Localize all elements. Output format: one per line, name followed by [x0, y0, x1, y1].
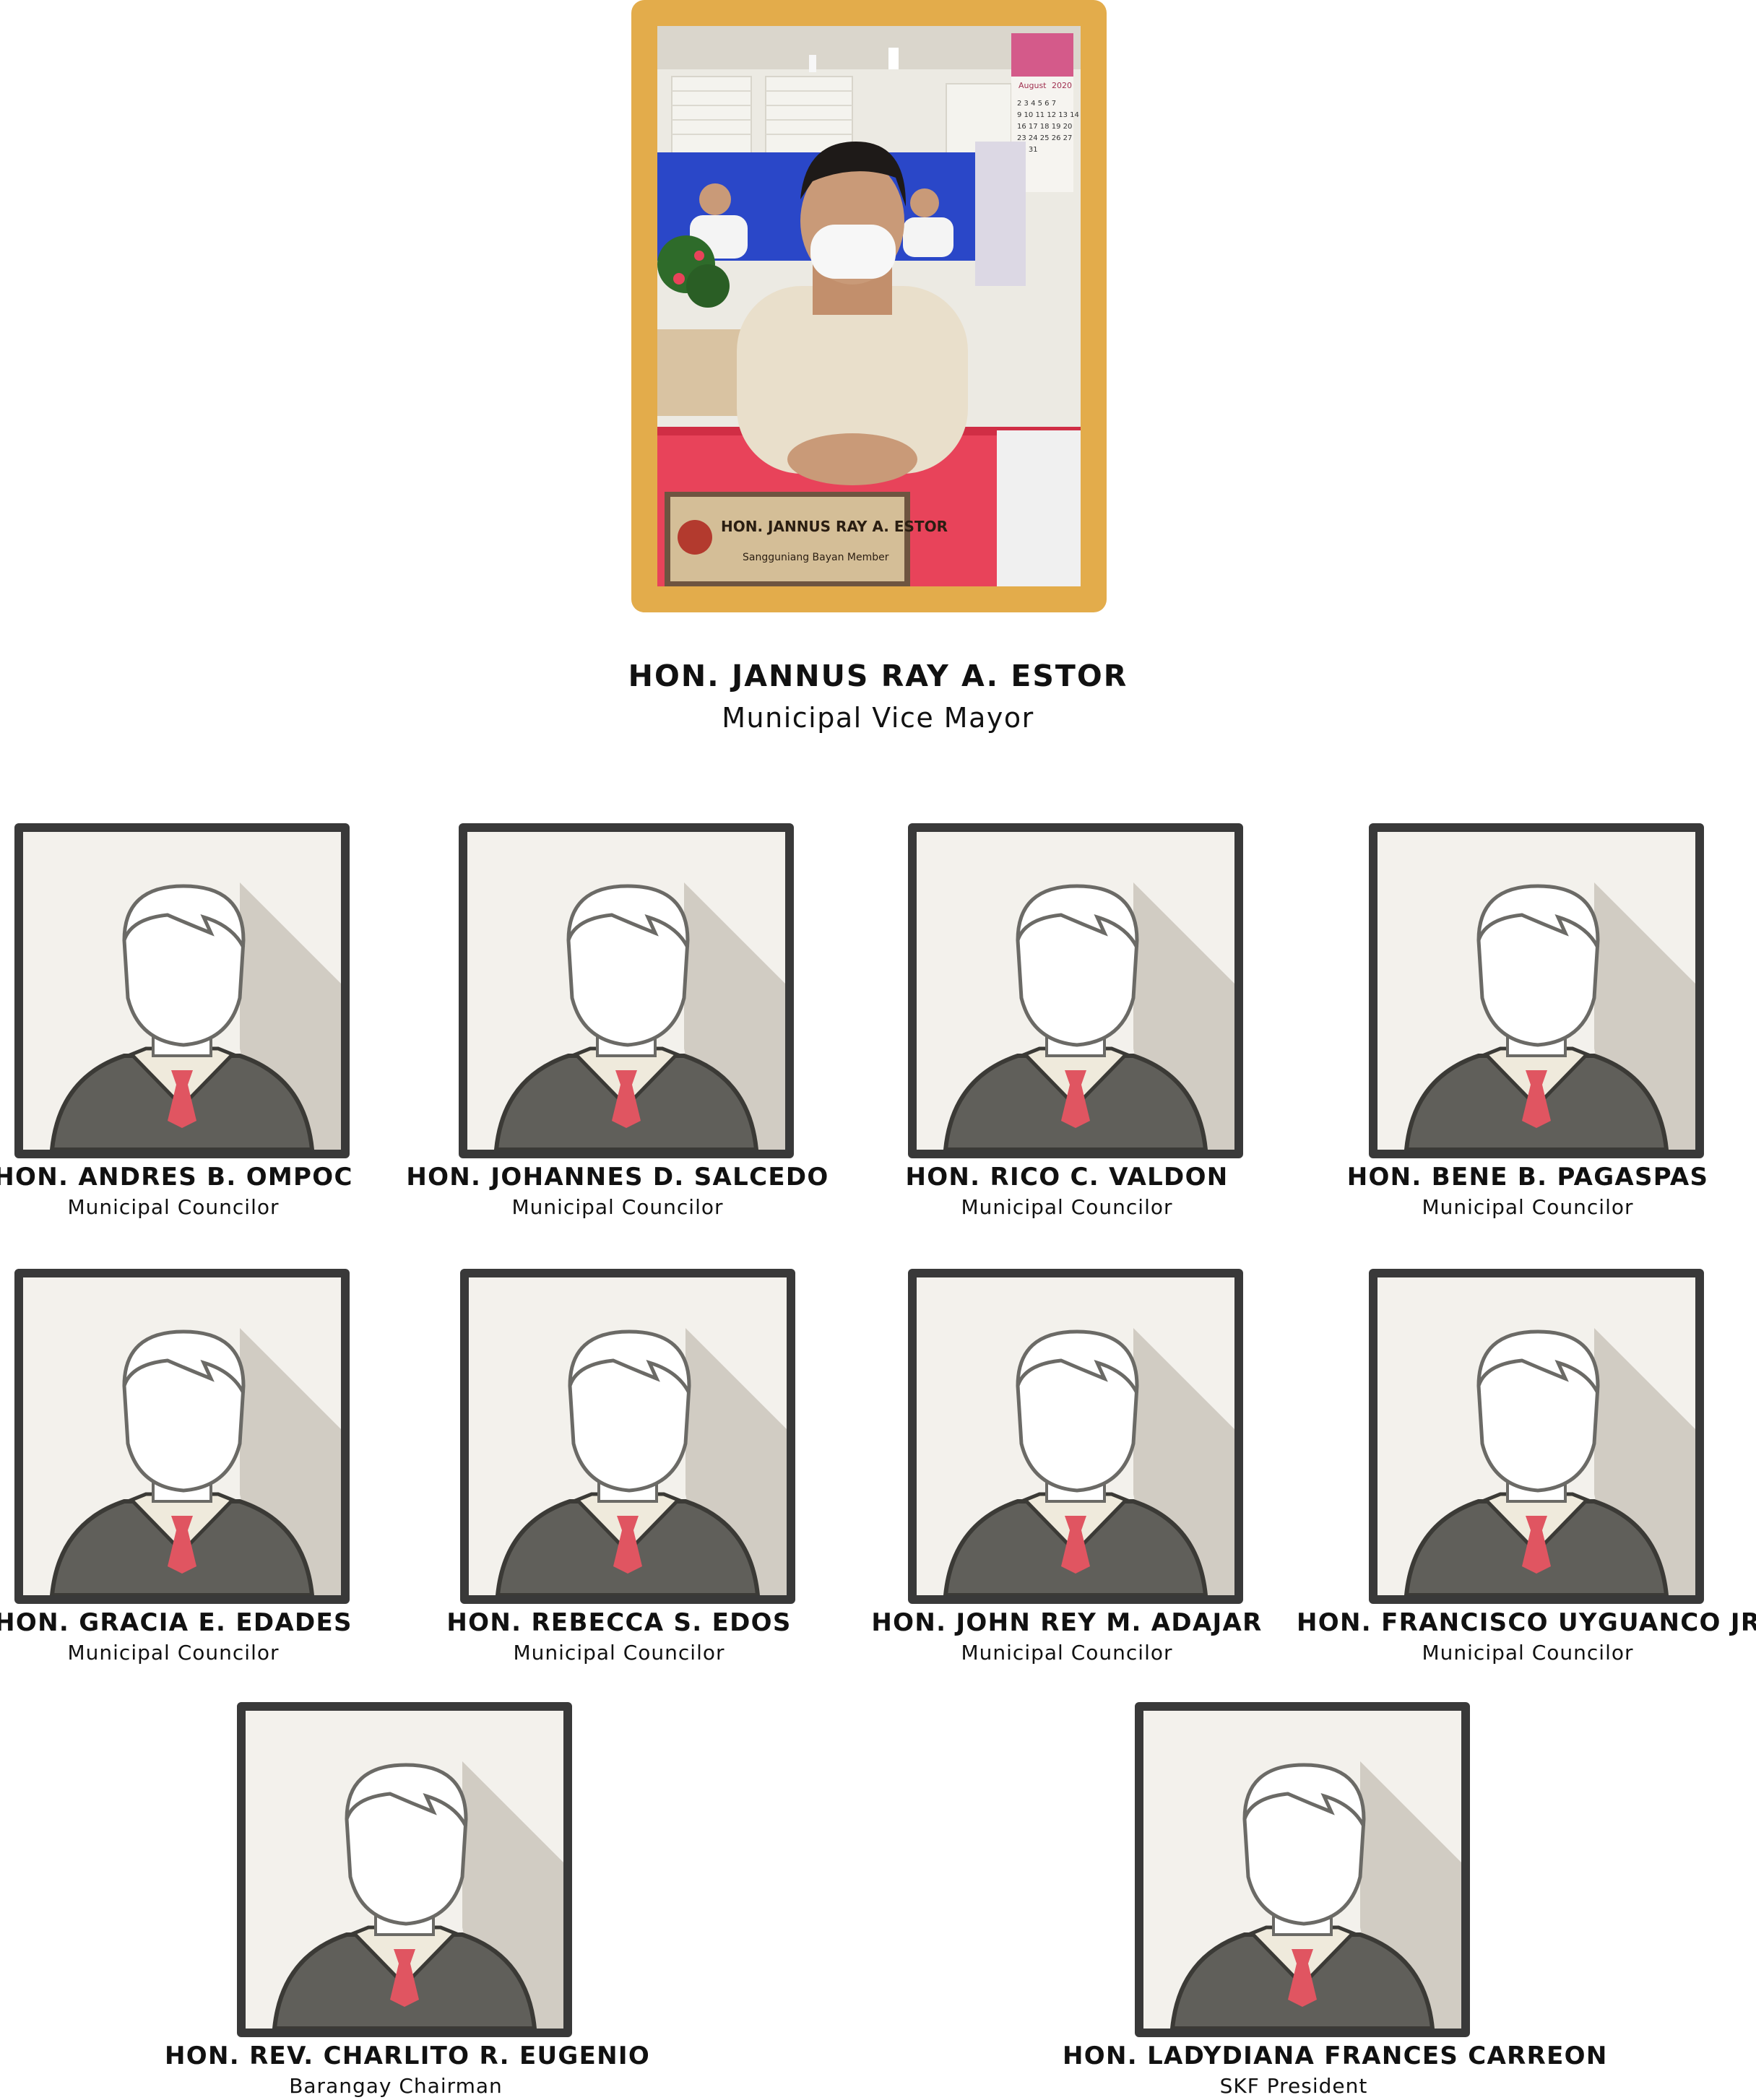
- member-role: Municipal Councilor: [67, 1641, 280, 1665]
- member-name: HON. LADYDIANA FRANCES CARREON: [1063, 2042, 1608, 2070]
- default-avatar-icon: [272, 1761, 563, 2029]
- member-name: HON. BENE B. PAGASPAS: [1346, 1163, 1709, 1192]
- svg-text:23 24 25 26 27: 23 24 25 26 27: [1017, 134, 1072, 142]
- default-avatar-icon: [1169, 1761, 1461, 2029]
- svg-text:16 17 18 19 20: 16 17 18 19 20: [1017, 123, 1072, 131]
- default-avatar-icon: [49, 1328, 341, 1595]
- svg-text:9 10 11 12 13 14: 9 10 11 12 13 14: [1017, 111, 1079, 119]
- member-card: HON. ANDRES B. OMPOC Municipal Councilor: [0, 823, 462, 1219]
- member-portrait: [237, 1702, 572, 2037]
- vice-mayor-photo: August 2020 2 3 4 5 6 7 9 10 11 12 13 14…: [657, 26, 1081, 586]
- member-name: HON. JOHN REY M. ADAJAR: [871, 1608, 1263, 1637]
- member-role: Municipal Councilor: [961, 1195, 1173, 1219]
- member-name: HON. REBECCA S. EDOS: [446, 1608, 792, 1637]
- member-name: HON. ANDRES B. OMPOC: [0, 1163, 353, 1192]
- nameplate-name: HON. JANNUS RAY A. ESTOR: [721, 518, 948, 535]
- member-portrait: [460, 1269, 795, 1604]
- default-avatar-icon: [1403, 1328, 1695, 1595]
- member-role: Municipal Councilor: [67, 1195, 280, 1219]
- vice-mayor-photo-frame: August 2020 2 3 4 5 6 7 9 10 11 12 13 14…: [631, 0, 1107, 612]
- member-card: HON. REBECCA S. EDOS Municipal Councilor: [388, 1269, 850, 1665]
- member-card: HON. BENE B. PAGASPAS Municipal Councilor: [1294, 823, 1756, 1219]
- member-name: HON. JOHANNES D. SALCEDO: [406, 1163, 829, 1192]
- member-card: HON. LADYDIANA FRANCES CARREON SKF Presid…: [1063, 1702, 1608, 2098]
- member-portrait: [908, 1269, 1243, 1604]
- member-portrait: [1369, 823, 1704, 1158]
- default-avatar-icon: [943, 882, 1234, 1150]
- member-portrait: [14, 1269, 350, 1604]
- svg-text:2 3 4 5 6 7: 2 3 4 5 6 7: [1017, 100, 1056, 108]
- vice-mayor-title: Municipal Vice Mayor: [722, 702, 1034, 734]
- member-portrait: [908, 823, 1243, 1158]
- member-card: HON. FRANCISCO UYGUANCO JR. Municipal Cou…: [1294, 1269, 1756, 1665]
- member-portrait: [1369, 1269, 1704, 1604]
- calendar-month: August: [1018, 81, 1047, 90]
- member-card: HON. JOHN REY M. ADAJAR Municipal Council…: [836, 1269, 1298, 1665]
- vice-mayor-photo-image: August 2020 2 3 4 5 6 7 9 10 11 12 13 14…: [657, 26, 1081, 586]
- member-role: Barangay Chairman: [289, 2074, 503, 2098]
- vice-mayor-name: HON. JANNUS RAY A. ESTOR: [628, 659, 1128, 693]
- default-avatar-icon: [943, 1328, 1234, 1595]
- default-avatar-icon: [1403, 882, 1695, 1150]
- member-card: HON. REV. CHARLITO R. EUGENIO Barangay Ch…: [165, 1702, 651, 2098]
- default-avatar-icon: [493, 882, 785, 1150]
- member-role: Municipal Councilor: [1422, 1641, 1634, 1665]
- nameplate-title: Sangguniang Bayan Member: [743, 552, 889, 563]
- default-avatar-icon: [495, 1328, 787, 1595]
- svg-text:30 31: 30 31: [1017, 146, 1038, 154]
- member-name: HON. RICO C. VALDON: [905, 1163, 1229, 1192]
- member-portrait: [459, 823, 794, 1158]
- member-card: HON. JOHANNES D. SALCEDO Municipal Counci…: [386, 823, 849, 1219]
- member-name: HON. FRANCISCO UYGUANCO JR.: [1297, 1608, 1756, 1637]
- member-portrait: [14, 823, 350, 1158]
- member-role: Municipal Councilor: [961, 1641, 1173, 1665]
- member-role: Municipal Councilor: [513, 1641, 725, 1665]
- member-role: Municipal Councilor: [1422, 1195, 1634, 1219]
- member-role: SKF President: [1219, 2074, 1368, 2098]
- default-avatar-icon: [49, 882, 341, 1150]
- member-card: HON. GRACIA E. EDADES Municipal Councilor: [0, 1269, 462, 1665]
- calendar-year: 2020: [1052, 81, 1072, 90]
- member-name: HON. REV. CHARLITO R. EUGENIO: [165, 2042, 651, 2070]
- member-portrait: [1135, 1702, 1470, 2037]
- member-card: HON. RICO C. VALDON Municipal Councilor: [836, 823, 1298, 1219]
- member-name: HON. GRACIA E. EDADES: [0, 1608, 353, 1637]
- member-role: Municipal Councilor: [511, 1195, 724, 1219]
